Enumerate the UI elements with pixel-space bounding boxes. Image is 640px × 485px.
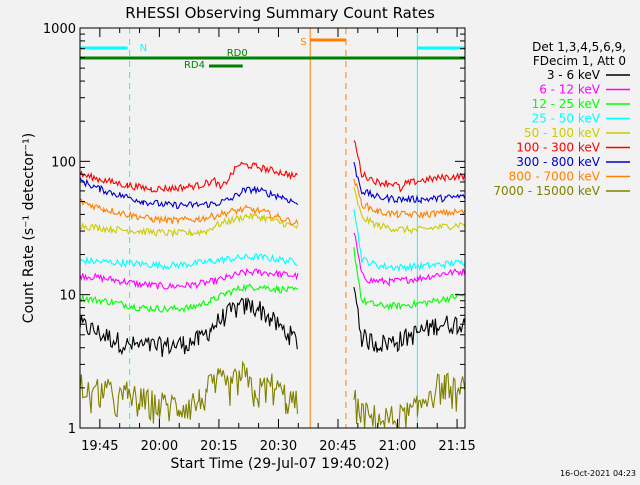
series-line-1-part-1 [353,232,466,287]
x-tick-label: 21:15 [438,439,475,454]
series-line-7-part-0 [79,198,299,226]
legend-entry-label: 300 - 800 keV [516,155,600,169]
status-label-n: N [140,43,147,54]
plot-decorations: N S RD0 RD4 [79,28,466,428]
legend-header-line-2: FDecim 1, Att 0 [533,54,626,68]
status-label-rd0: RD0 [227,48,248,59]
x-tick-label: 20:00 [141,439,178,454]
series-line-0-part-1 [353,286,466,353]
x-tick-label: 19:45 [81,439,118,454]
legend: Det 1,3,4,5,6,9, FDecim 1, Att 0 3 - 6 k… [493,40,630,198]
series-line-6-part-0 [79,177,299,210]
status-label-rd4: RD4 [184,60,205,71]
legend-entry-label: 12 - 25 keV [532,97,601,111]
status-label-s: S [300,37,306,48]
series-line-8-part-0 [79,360,299,424]
x-tick-label: 20:15 [200,439,237,454]
legend-entry-label: 800 - 7000 keV [509,170,601,184]
series-lines [79,140,466,429]
x-axis: 19:45 20:00 20:15 20:30 20:45 21:00 21:15 [79,28,476,454]
x-tick-label: 21:00 [379,439,416,454]
chart-title: RHESSI Observing Summary Count Rates [125,4,435,22]
x-tick-label: 20:30 [260,439,297,454]
series-line-4-part-0 [79,212,299,239]
x-axis-label: Start Time (29-Jul-07 19:40:02) [170,456,389,472]
y-axis: 1 10 100 1000 [43,22,465,437]
legend-entry-label: 50 - 100 keV [524,126,601,140]
legend-header-line-1: Det 1,3,4,5,6,9, [532,40,626,54]
series-line-1-part-0 [79,267,299,290]
legend-entry-label: 25 - 50 keV [532,112,601,126]
y-tick-label: 10 [59,289,76,304]
x-tick-label: 20:45 [319,439,356,454]
series-line-3-part-0 [79,253,298,271]
series-line-8-part-1 [353,372,466,429]
series-line-6-part-1 [353,161,466,205]
series-line-5-part-0 [79,161,298,193]
series-line-3-part-1 [353,209,466,273]
y-tick-label: 100 [51,155,76,170]
y-tick-label: 1 [68,422,76,437]
series-line-0-part-0 [79,296,298,358]
plot-frame [79,27,466,429]
y-axis-label: Count Rate (s⁻¹ detector⁻¹) [21,133,37,323]
series-line-7-part-1 [353,178,466,220]
y-tick-label: 1000 [43,22,76,37]
legend-entry-label: 6 - 12 keV [539,83,601,97]
legend-entry-label: 100 - 300 keV [516,141,600,155]
series-line-4-part-1 [353,186,466,235]
series-line-5-part-1 [353,140,466,193]
series-line-2-part-0 [79,283,298,313]
legend-entry-label: 3 - 6 keV [547,68,601,82]
series-line-2-part-1 [353,247,466,311]
legend-entry-label: 7000 - 15000 keV [493,184,600,198]
footer-timestamp: 16-Oct-2021 04:23 [560,469,636,478]
